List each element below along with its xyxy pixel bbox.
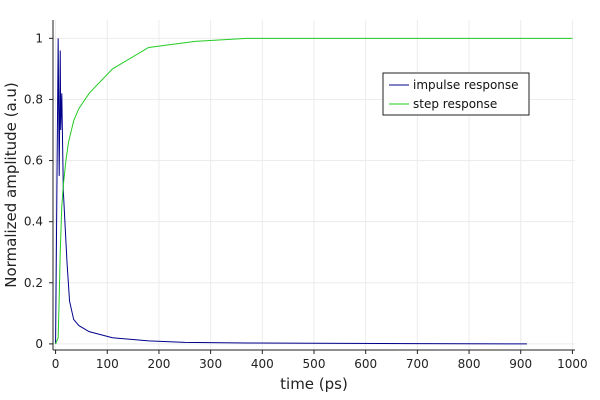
x-tick-label: 300 [199, 357, 222, 371]
legend-box [382, 72, 530, 116]
legend-label: impulse response [413, 78, 519, 92]
x-tick-label: 400 [251, 357, 274, 371]
x-tick-label: 700 [406, 357, 429, 371]
x-tick-label: 1000 [557, 357, 588, 371]
x-tick-label: 500 [303, 357, 326, 371]
x-tick-label: 200 [147, 357, 170, 371]
series-line-impulse-response [55, 38, 527, 345]
y-tick-label: 0.8 [24, 92, 43, 106]
y-tick-label: 0.6 [24, 154, 43, 168]
x-tick-label: 0 [52, 357, 60, 371]
x-tick-label: 600 [354, 357, 377, 371]
x-axis-title: time (ps) [280, 375, 348, 393]
y-tick-label: 1 [35, 31, 43, 45]
legend-label: step response [413, 97, 497, 111]
y-tick-label: 0 [35, 337, 43, 351]
y-axis-title: Normalized amplitude (a.u) [2, 82, 20, 288]
series-lines [55, 37, 573, 345]
x-tick-label: 100 [96, 357, 119, 371]
y-tick-label: 0.2 [24, 276, 43, 290]
ticks: 0 100 200 300 400 500 600 700 800 900 1000 0 0.2 0.4 0… [24, 31, 588, 371]
x-tick-label: 800 [458, 357, 481, 371]
series-line-step-response [55, 37, 573, 345]
x-tick-label: 900 [509, 357, 532, 371]
legend: impulse response step response [382, 72, 530, 116]
y-tick-label: 0.4 [24, 215, 43, 229]
grid [53, 20, 575, 350]
